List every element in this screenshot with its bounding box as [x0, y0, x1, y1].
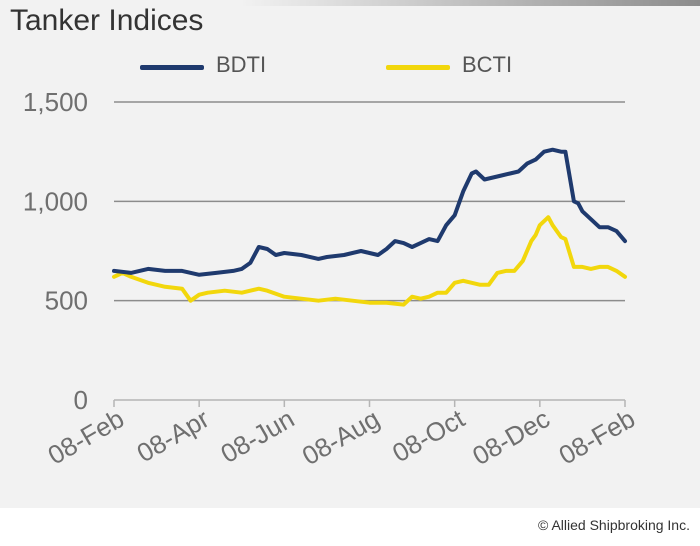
y-tick-label: 1,000	[23, 186, 88, 216]
copyright-credit: © Allied Shipbroking Inc.	[538, 517, 690, 533]
x-tick-label: 08-Oct	[387, 403, 470, 468]
legend-label-bdti: BDTI	[216, 52, 267, 77]
y-tick-label: 1,500	[23, 87, 88, 117]
x-tick-label: 08-Dec	[467, 403, 555, 471]
legend-swatch-bdti	[140, 65, 204, 70]
x-tick-label: 08-Apr	[132, 403, 215, 468]
y-tick-label: 500	[45, 286, 88, 316]
series-line-bcti	[112, 215, 627, 307]
chart-panel: Tanker Indices BDTI BCTI 0 500 1,000 1,500 0…	[0, 0, 700, 508]
chart-title: Tanker Indices	[10, 4, 204, 37]
y-tick-label: 0	[74, 385, 88, 415]
legend-label-bcti: BCTI	[462, 52, 513, 77]
legend-swatch-bcti	[386, 65, 450, 70]
x-tick-label: 08-Aug	[297, 403, 385, 471]
x-tick-label: 08-Jun	[215, 403, 299, 469]
top-border	[240, 0, 700, 6]
series-line-bdti	[112, 147, 627, 277]
x-tick-label: 08-Feb	[554, 403, 640, 470]
